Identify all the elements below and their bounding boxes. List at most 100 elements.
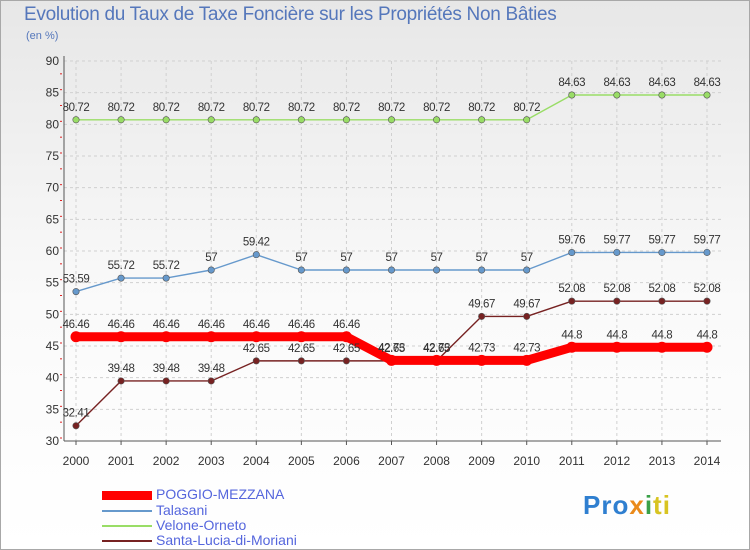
data-label-velone-orneto-2007: 80.72 xyxy=(378,102,405,114)
data-point-talasani-2013 xyxy=(658,248,666,256)
data-point-poggio-mezzana-2011 xyxy=(566,341,578,353)
y-tick-label-55: 55 xyxy=(46,276,60,290)
data-label-talasani-2005: 57 xyxy=(295,252,307,264)
data-label-poggio-mezzana-2012: 44.8 xyxy=(606,329,627,341)
data-label-poggio-mezzana-2002: 46.46 xyxy=(153,319,180,331)
x-tick-label-2012: 2012 xyxy=(604,454,631,468)
data-point-talasani-2006 xyxy=(342,266,350,274)
y-tick-label-90: 90 xyxy=(46,54,60,68)
y-tick-label-40: 40 xyxy=(46,371,60,385)
data-label-santa-lucia-di-moriani-2012: 52.08 xyxy=(603,283,630,295)
data-label-santa-lucia-di-moriani-2000: 32.41 xyxy=(63,408,90,420)
data-point-santa-lucia-di-moriani-2013 xyxy=(658,297,666,305)
data-point-velone-orneto-2012 xyxy=(613,91,621,99)
x-tick-label-2008: 2008 xyxy=(423,454,450,468)
data-point-poggio-mezzana-2005 xyxy=(295,331,307,343)
data-point-poggio-mezzana-2002 xyxy=(160,331,172,343)
y-tick-label-50: 50 xyxy=(46,307,60,321)
chart-title: Evolution du Taux de Taxe Foncière sur l… xyxy=(24,4,557,25)
y-tick-label-30: 30 xyxy=(46,434,60,448)
data-label-talasani-2003: 57 xyxy=(205,252,217,264)
data-label-santa-lucia-di-moriani-2011: 52.08 xyxy=(558,283,585,295)
y-tick-label-85: 85 xyxy=(46,86,60,100)
data-label-talasani-2013: 59.77 xyxy=(649,234,676,246)
data-label-poggio-mezzana-2001: 46.46 xyxy=(108,319,135,331)
data-label-velone-orneto-2013: 84.63 xyxy=(649,77,676,89)
legend-label-poggio-mezzana: POGGIO-MEZZANA xyxy=(156,486,285,502)
data-label-poggio-mezzana-2009: 42.73 xyxy=(468,342,495,354)
data-point-velone-orneto-2005 xyxy=(297,116,305,124)
data-point-poggio-mezzana-2012 xyxy=(611,341,623,353)
y-tick-label-35: 35 xyxy=(46,402,60,416)
data-label-santa-lucia-di-moriani-2013: 52.08 xyxy=(649,283,676,295)
data-point-poggio-mezzana-2000 xyxy=(70,331,82,343)
legend-swatch-velone-orneto xyxy=(102,525,152,527)
x-tick-label-2001: 2001 xyxy=(108,454,135,468)
data-label-velone-orneto-2012: 84.63 xyxy=(603,77,630,89)
data-point-talasani-2000 xyxy=(72,288,80,296)
data-label-velone-orneto-2001: 80.72 xyxy=(108,102,135,114)
data-point-talasani-2002 xyxy=(162,274,170,282)
logo-part-4: ti xyxy=(653,490,671,520)
x-tick-label-2004: 2004 xyxy=(243,454,270,468)
data-label-santa-lucia-di-moriani-2005: 42.65 xyxy=(288,343,315,355)
data-point-poggio-mezzana-2014 xyxy=(701,341,713,353)
data-label-santa-lucia-di-moriani-2001: 39.48 xyxy=(108,363,135,375)
data-point-santa-lucia-di-moriani-2001 xyxy=(117,377,125,385)
data-point-santa-lucia-di-moriani-2003 xyxy=(207,377,215,385)
data-point-velone-orneto-2009 xyxy=(478,116,486,124)
data-label-poggio-mezzana-2007: 42.73 xyxy=(378,342,405,354)
data-point-talasani-2009 xyxy=(478,266,486,274)
data-label-talasani-2014: 59.77 xyxy=(694,234,721,246)
x-tick-label-2000: 2000 xyxy=(63,454,90,468)
axes: 30 35 40 45 50 55 60 65 70 75 80 85 90 2000 2001 2002 20… xyxy=(46,54,721,468)
data-point-poggio-mezzana-2007 xyxy=(386,354,397,366)
data-point-velone-orneto-2006 xyxy=(342,116,350,124)
data-label-talasani-2006: 57 xyxy=(340,252,352,264)
data-label-talasani-2007: 57 xyxy=(386,252,398,264)
data-point-velone-orneto-2001 xyxy=(117,116,125,124)
x-tick-label-2009: 2009 xyxy=(468,454,495,468)
data-label-santa-lucia-di-moriani-2004: 42.65 xyxy=(243,343,270,355)
data-point-santa-lucia-di-moriani-2005 xyxy=(297,357,305,365)
data-label-santa-lucia-di-moriani-2008: 42.65 xyxy=(423,343,450,355)
data-point-poggio-mezzana-2009 xyxy=(476,354,488,366)
data-label-poggio-mezzana-2006: 46.46 xyxy=(333,319,360,331)
legend-swatch-poggio-mezzana xyxy=(102,491,152,500)
data-label-talasani-2002: 55.72 xyxy=(153,260,180,272)
data-point-poggio-mezzana-2006 xyxy=(340,331,352,343)
data-points xyxy=(70,91,713,430)
legend-swatch-talasani xyxy=(102,510,152,512)
x-tick-label-2010: 2010 xyxy=(513,454,540,468)
data-point-talasani-2004 xyxy=(252,251,260,259)
x-tick-label-2011: 2011 xyxy=(559,454,585,468)
data-label-poggio-mezzana-2008: 42.73 xyxy=(423,342,450,354)
data-point-talasani-2014 xyxy=(703,248,711,256)
proxiti-logo: Proxiti xyxy=(583,490,671,521)
legend-swatch-santa-lucia-di-moriani xyxy=(102,540,152,542)
data-label-talasani-2008: 57 xyxy=(431,252,443,264)
data-label-velone-orneto-2002: 80.72 xyxy=(153,102,180,114)
data-point-poggio-mezzana-2004 xyxy=(250,331,262,343)
y-tick-label-45: 45 xyxy=(46,339,60,353)
x-tick-label-2006: 2006 xyxy=(333,454,360,468)
data-point-velone-orneto-2002 xyxy=(162,116,170,124)
legend-label-santa-lucia-di-moriani: Santa-Lucia-di-Moriani xyxy=(156,532,297,548)
data-label-talasani-2010: 57 xyxy=(521,252,533,264)
data-label-talasani-2001: 55.72 xyxy=(108,260,135,272)
data-point-velone-orneto-2014 xyxy=(703,91,711,99)
chart-subtitle: (en %) xyxy=(26,30,59,42)
data-label-santa-lucia-di-moriani-2002: 39.48 xyxy=(153,363,180,375)
data-point-velone-orneto-2000 xyxy=(72,116,80,124)
data-label-santa-lucia-di-moriani-2010: 49.67 xyxy=(513,298,540,310)
y-tick-label-70: 70 xyxy=(46,181,60,195)
data-label-talasani-2000: 53.59 xyxy=(63,274,90,286)
data-point-velone-orneto-2008 xyxy=(433,116,441,124)
data-label-poggio-mezzana-2011: 44.8 xyxy=(561,329,582,341)
data-point-talasani-2008 xyxy=(433,266,441,274)
x-tick-label-2002: 2002 xyxy=(153,454,180,468)
data-point-talasani-2005 xyxy=(297,266,305,274)
data-label-velone-orneto-2005: 80.72 xyxy=(288,102,315,114)
